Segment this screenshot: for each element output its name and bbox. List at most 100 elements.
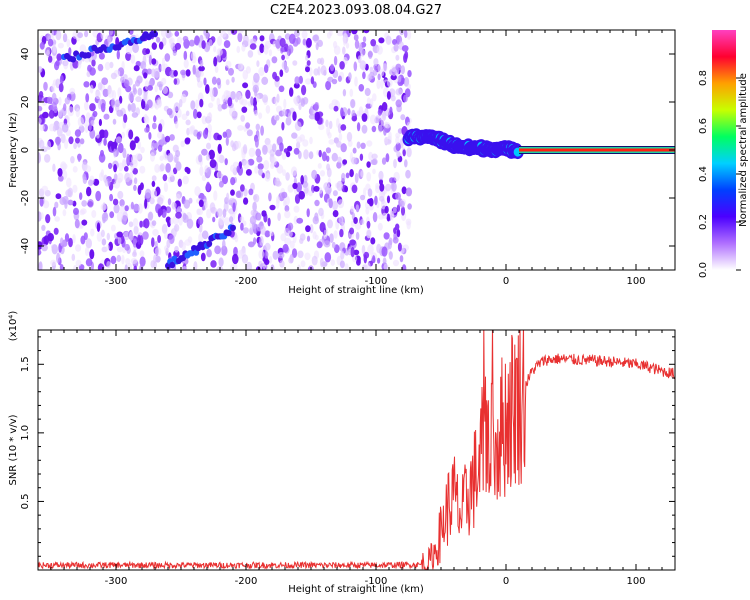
noise-speck — [284, 65, 289, 74]
noise-speck — [275, 198, 280, 209]
noise-speck — [104, 61, 111, 71]
noise-speck — [306, 208, 310, 218]
noise-speck — [130, 258, 138, 264]
noise-speck — [56, 53, 62, 61]
noise-speck — [116, 211, 123, 222]
noise-speck — [68, 237, 73, 248]
noise-speck — [245, 122, 251, 129]
noise-speck — [403, 94, 408, 103]
noise-speck — [332, 210, 339, 218]
noise-speck — [79, 209, 85, 216]
noise-speck — [55, 30, 62, 41]
noise-speck — [395, 192, 401, 200]
noise-speck — [200, 252, 206, 262]
snr-panel: -300 -200 -100 0 100 0.5 1.0 1.5 Height of stra… — [8, 311, 676, 595]
noise-speck — [182, 212, 187, 221]
noise-speck — [206, 208, 212, 219]
noise-speck — [354, 172, 359, 184]
noise-speck — [400, 65, 405, 75]
noise-speck — [89, 84, 94, 94]
noise-speck — [54, 216, 60, 222]
noise-speck — [100, 229, 105, 238]
noise-speck — [292, 60, 298, 66]
noise-speck — [128, 91, 134, 102]
noise-speck — [395, 88, 403, 96]
noise-speck — [363, 254, 367, 264]
noise-speck — [147, 85, 154, 91]
noise-speck — [185, 69, 191, 77]
noise-speck — [384, 137, 388, 146]
noise-speck — [201, 175, 207, 182]
noise-speck — [404, 159, 408, 168]
noise-speck — [229, 216, 234, 223]
noise-speck — [278, 85, 285, 93]
noise-speck — [39, 197, 44, 207]
noise-speck — [175, 161, 182, 171]
streak-speck — [230, 224, 236, 232]
noise-speck — [43, 81, 48, 91]
noise-speck — [338, 216, 344, 224]
noise-speck — [165, 206, 172, 214]
spectrogram-xtick-label: -100 — [365, 276, 388, 287]
noise-speck — [371, 153, 378, 160]
noise-speck — [140, 146, 145, 154]
noise-speck — [355, 204, 359, 211]
noise-speck — [197, 216, 204, 226]
noise-speck — [117, 190, 124, 200]
noise-speck — [396, 35, 400, 45]
noise-speck — [132, 218, 139, 228]
noise-speck — [158, 123, 163, 133]
noise-speck — [143, 218, 150, 229]
noise-speck — [106, 244, 110, 251]
noise-speck — [279, 260, 285, 268]
noise-speck — [203, 77, 207, 86]
noise-speck — [250, 38, 257, 45]
noise-speck — [356, 122, 361, 132]
noise-speck — [68, 136, 74, 145]
noise-speck — [206, 166, 212, 176]
noise-speck — [137, 234, 141, 245]
noise-speck — [401, 186, 407, 195]
noise-speck — [243, 197, 249, 205]
noise-speck — [374, 195, 378, 206]
noise-speck — [57, 168, 63, 177]
noise-speck — [183, 199, 191, 209]
noise-speck — [137, 87, 143, 96]
noise-speck — [190, 100, 196, 110]
noise-speck — [184, 239, 192, 246]
noise-speck — [38, 117, 42, 125]
noise-speck — [97, 82, 103, 91]
noise-speck — [164, 231, 168, 240]
noise-speck — [209, 159, 217, 169]
noise-speck — [196, 73, 201, 83]
noise-speck — [279, 142, 284, 152]
noise-speck — [385, 35, 392, 45]
noise-speck — [77, 32, 83, 39]
noise-speck — [331, 200, 339, 211]
noise-speck — [79, 192, 83, 201]
noise-speck — [194, 186, 201, 197]
noise-speck — [362, 71, 366, 80]
noise-speck — [312, 34, 319, 42]
noise-speck — [129, 140, 136, 151]
noise-speck — [372, 168, 376, 175]
noise-speck — [235, 190, 242, 198]
noise-speck — [381, 101, 388, 112]
noise-speck — [166, 239, 171, 248]
noise-speck — [89, 103, 96, 112]
noise-speck — [293, 82, 300, 89]
noise-speck — [256, 212, 262, 221]
noise-speck — [308, 113, 316, 120]
noise-speck — [198, 154, 203, 163]
noise-speck — [89, 67, 96, 76]
noise-speck — [157, 235, 162, 243]
noise-speck — [350, 246, 355, 258]
noise-speck — [98, 153, 106, 163]
noise-speck — [131, 112, 139, 118]
noise-speck — [137, 203, 143, 214]
noise-speck — [217, 170, 222, 178]
noise-speck — [158, 83, 163, 91]
noise-speck — [141, 98, 146, 110]
noise-speck — [196, 111, 202, 119]
